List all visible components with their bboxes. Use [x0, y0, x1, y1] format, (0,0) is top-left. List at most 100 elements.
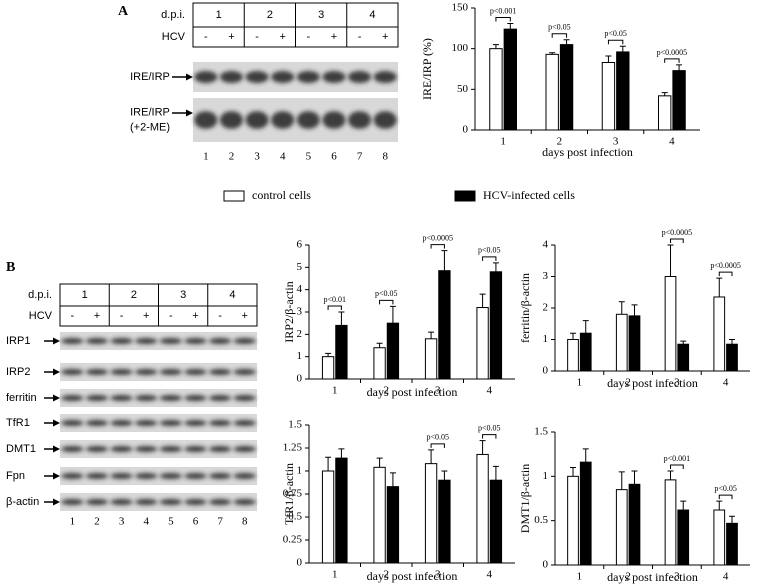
blot-band	[208, 498, 232, 506]
blot-band	[271, 111, 295, 129]
p-value: p<0.0005	[710, 261, 741, 270]
blot-strip	[60, 363, 257, 381]
blot-band	[233, 368, 256, 376]
error-bar	[716, 277, 723, 297]
bar	[677, 343, 690, 372]
blot-band	[85, 368, 109, 376]
blot-band	[85, 472, 109, 480]
blot-band	[322, 71, 346, 83]
blot-band	[159, 498, 182, 506]
blot-band	[184, 445, 207, 453]
y-tick-label: 3	[543, 270, 549, 282]
x-tick-label: 1	[332, 569, 338, 581]
significance-bracket	[495, 16, 511, 22]
hcv-sign: +	[382, 31, 388, 43]
error-bar	[441, 470, 448, 481]
blot-band	[110, 337, 133, 345]
blot-band	[159, 445, 182, 453]
blot-strip	[60, 332, 257, 350]
day-label: 4	[369, 9, 375, 21]
hcv-sign: +	[94, 310, 100, 322]
hcv-sign: +	[279, 31, 285, 43]
hcv-sign: -	[218, 310, 222, 322]
lane-number: 2	[229, 151, 235, 163]
blot-band	[184, 394, 207, 402]
bar	[664, 479, 677, 566]
blot-band	[208, 368, 232, 376]
blot-band	[184, 337, 207, 345]
blot-band	[110, 394, 133, 402]
blot-band	[322, 111, 346, 129]
y-axis-label: ferritin/β-actin	[518, 273, 532, 343]
p-value: p<0.05	[426, 433, 449, 442]
blot-band	[135, 337, 158, 345]
error-bar	[728, 515, 735, 524]
y-tick-label: 1.5	[534, 426, 548, 438]
blot-band	[208, 445, 232, 453]
blot-strip	[60, 414, 257, 432]
blot-band	[85, 419, 109, 427]
significance-bracket	[482, 256, 497, 261]
error-bar	[618, 471, 625, 490]
y-axis-label: IRE/IRP (%)	[420, 38, 434, 100]
blot-band	[373, 111, 397, 129]
error-bar	[676, 64, 683, 71]
p-value: p<0.0005	[662, 228, 693, 237]
blot-band	[208, 337, 232, 345]
blot-band	[61, 472, 84, 480]
blot-band	[159, 419, 182, 427]
bar	[545, 53, 559, 131]
bar	[373, 347, 386, 380]
error-bar	[441, 250, 448, 271]
blot-band	[219, 71, 243, 83]
blot-band	[110, 419, 133, 427]
blot-band	[208, 394, 232, 402]
blot-band	[184, 498, 207, 506]
error-bar	[376, 457, 383, 468]
blot-row-label: IRP2	[6, 366, 30, 378]
blot-band	[159, 337, 182, 345]
lane-number: 1	[203, 151, 209, 163]
y-tick-label: 2	[297, 328, 303, 340]
blot-band	[245, 71, 269, 83]
blot-band	[233, 498, 256, 506]
blot-band	[85, 498, 109, 506]
error-bar	[680, 500, 687, 511]
bar	[321, 470, 335, 564]
blot-band	[61, 368, 84, 376]
bar	[321, 356, 335, 380]
blot-row-label: β-actin	[6, 496, 39, 508]
bar	[489, 479, 503, 564]
x-axis-label: days post infection	[367, 569, 458, 583]
y-tick-label: 0.25	[283, 534, 303, 546]
error-bar	[667, 470, 674, 480]
y-axis-label: TfR1/β-actin	[282, 463, 296, 525]
arrow-head	[186, 73, 193, 81]
p-value: p<0.05	[478, 246, 501, 255]
bar	[726, 343, 738, 372]
error-bar	[325, 352, 332, 357]
lane-number: 5	[168, 516, 174, 528]
error-bar	[428, 449, 435, 464]
error-bar	[582, 320, 589, 334]
error-bar	[507, 22, 514, 30]
blot-band	[296, 71, 320, 83]
y-tick-label: 0	[543, 365, 549, 377]
significance-bracket	[607, 39, 624, 45]
hcv-sign: +	[192, 310, 198, 322]
error-bar	[570, 332, 577, 340]
blot-row-label: IRE/IRP	[130, 71, 170, 83]
panel-label: B	[6, 260, 15, 275]
bar	[476, 307, 489, 380]
bar	[628, 483, 641, 566]
x-axis-label: days post infection	[542, 145, 633, 159]
blot-band	[61, 337, 84, 345]
error-bar	[563, 39, 570, 45]
lane-number: 1	[70, 516, 76, 528]
blot-header-label: d.p.i.	[161, 9, 185, 21]
error-bar	[492, 262, 499, 272]
y-tick-label: 50	[457, 83, 469, 95]
y-tick-label: 4	[543, 239, 549, 251]
y-tick-label: 1	[543, 470, 549, 482]
